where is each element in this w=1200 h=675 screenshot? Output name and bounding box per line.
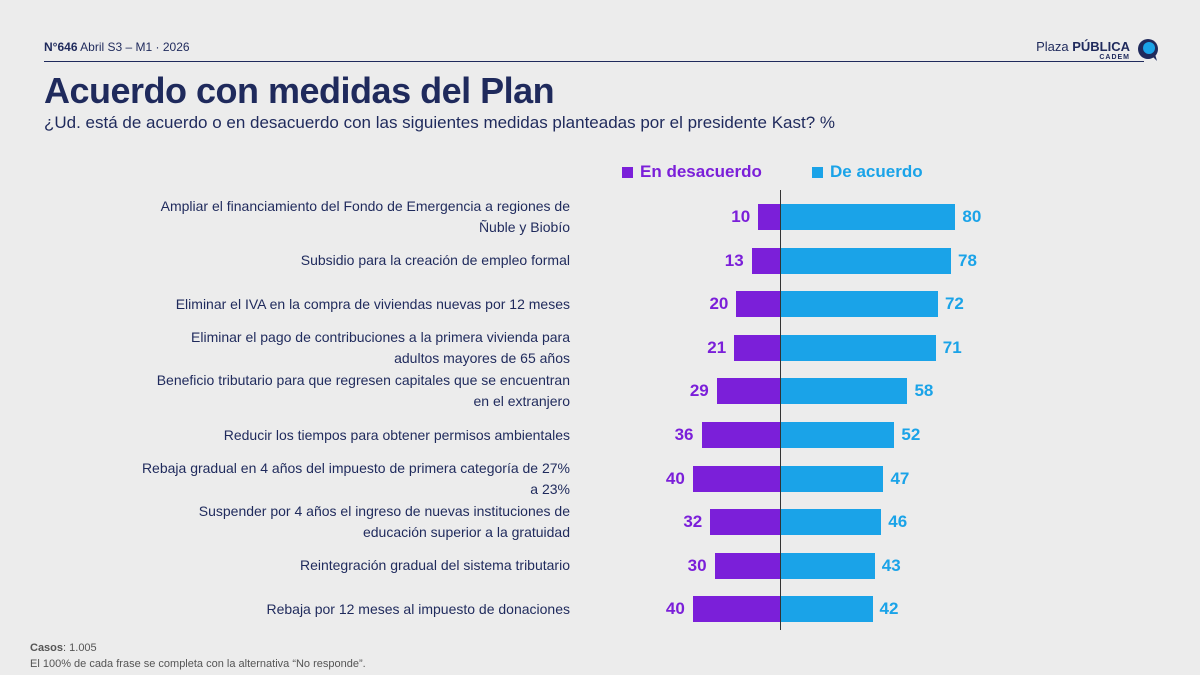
category-label-line: Rebaja por 12 meses al impuesto de donac… [266,600,570,617]
category-label-line: Eliminar el pago de contribuciones a la … [191,328,570,345]
legend-disagree-swatch [622,166,633,178]
category-label-line: en el extranjero [473,393,570,410]
category-label-line: Ñuble y Biobío [478,219,570,235]
footer-cases: Casos: 1.005 [30,642,97,654]
bar-disagree [716,378,780,405]
category-label-line: Eliminar el IVA en la compra de vivienda… [175,295,570,312]
bar-agree [781,378,908,405]
category-label: Reintegración gradual del sistema tribut… [90,555,570,576]
bar-agree [781,422,895,448]
category-label-line: a 23% [530,480,570,497]
category-label-line: Reducir los tiempos para obtener permiso… [223,426,570,443]
category-label: Subsidio para la creación de empleo form… [90,250,570,271]
bar-disagree [692,465,780,492]
value-label-agree: 52 [901,425,921,444]
bar-agree [781,334,936,361]
value-label-disagree: 30 [687,555,707,575]
category-label: Ampliar el financiamiento del Fondo de E… [90,196,570,238]
category-label: Beneficio tributario para que regresen c… [90,370,570,412]
value-label-agree: 78 [958,250,977,270]
value-label-agree: 72 [944,294,964,314]
bar-disagree [692,596,780,623]
category-label-line: educación superior a la gratuidad [362,524,570,541]
value-label-disagree: 40 [665,468,685,488]
legend-agree-swatch [812,166,823,178]
value-label-disagree: 40 [665,599,685,619]
legend-disagree: En desacuerdo [622,162,762,182]
chart-subtitle: ¿Ud. está de acuerdo o en desacuerdo con… [44,113,835,132]
logo-publica: PÚBLICA [1072,39,1130,54]
bar-disagree [751,247,780,274]
bar-agree [781,465,884,492]
value-label-disagree: 32 [683,512,703,532]
speech-bubble-icon [1138,39,1158,61]
value-label-disagree: 29 [689,381,709,401]
category-label-line: Ampliar el financiamiento del Fondo de E… [160,198,570,214]
plaza-publica-logo: Plaza PÚBLICA CADEM [1036,38,1160,62]
legend-agree-label: De acuerdo [830,162,923,181]
bar-agree [781,247,952,274]
bar-agree [781,596,873,623]
value-label-agree: 47 [890,468,910,488]
bar-disagree [714,552,780,579]
value-label-disagree: 20 [709,294,729,314]
category-label-line: Suspender por 4 años el ingreso de nueva… [198,503,570,520]
survey-meta: N°646 Abril S3 – M1 · 2026 [44,40,190,54]
category-label: Eliminar el IVA en la compra de vivienda… [90,294,570,315]
value-label-disagree: 13 [724,250,744,270]
survey-period: Abril S3 – M1 · 2026 [80,40,190,54]
bar-agree [781,552,875,579]
value-label-disagree: 21 [707,337,727,357]
value-label-agree: 80 [962,207,982,226]
header-divider [44,61,1144,62]
category-label-line: Rebaja gradual en 4 años del impuesto de… [141,459,570,476]
value-label-disagree: 10 [731,207,751,226]
value-label-disagree: 36 [674,425,694,444]
legend-agree: De acuerdo [812,162,923,182]
category-label: Reducir los tiempos para obtener permiso… [90,425,570,446]
bar-disagree [734,334,780,361]
category-label-line: adultos mayores de 65 años [394,349,570,366]
value-label-agree: 43 [881,555,901,575]
bar-disagree [758,204,780,230]
bar-disagree [736,291,780,318]
category-label-line: Beneficio tributario para que regresen c… [156,372,570,389]
category-label-line: Reintegración gradual del sistema tribut… [299,557,570,574]
value-label-agree: 42 [879,599,899,619]
survey-number: N°646 [44,40,78,54]
value-label-agree: 46 [888,512,908,532]
logo-cadem: CADEM [1099,54,1130,61]
page-title: Acuerdo con medidas del Plan [44,70,555,111]
value-label-agree: 71 [942,337,962,357]
bar-agree [781,509,882,536]
chart-center-axis [780,190,781,630]
category-label: Rebaja por 12 meses al impuesto de donac… [90,599,570,620]
value-label-agree: 58 [914,381,934,401]
category-label: Eliminar el pago de contribuciones a la … [90,327,570,369]
legend-disagree-label: En desacuerdo [640,162,762,181]
category-label: Suspender por 4 años el ingreso de nueva… [90,501,570,543]
cases-value: : 1.005 [63,642,97,654]
category-label: Rebaja gradual en 4 años del impuesto de… [90,458,570,500]
logo-plaza: Plaza [1036,39,1069,54]
bar-disagree [710,509,780,536]
bar-agree [781,291,938,318]
category-label-line: Subsidio para la creación de empleo form… [300,252,570,269]
cases-label: Casos [30,642,64,654]
bar-agree [781,204,956,230]
footer-note: El 100% de cada frase se completa con la… [30,658,366,670]
bar-disagree [701,422,780,448]
